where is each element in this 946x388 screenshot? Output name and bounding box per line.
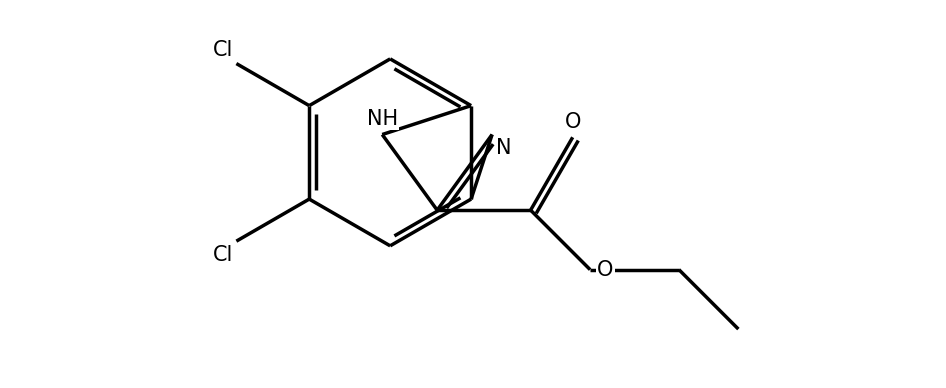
Text: O: O (597, 260, 614, 280)
Text: Cl: Cl (213, 40, 233, 60)
Text: O: O (565, 111, 581, 132)
Text: NH: NH (367, 109, 397, 129)
Text: Cl: Cl (213, 245, 233, 265)
Text: N: N (496, 138, 511, 158)
